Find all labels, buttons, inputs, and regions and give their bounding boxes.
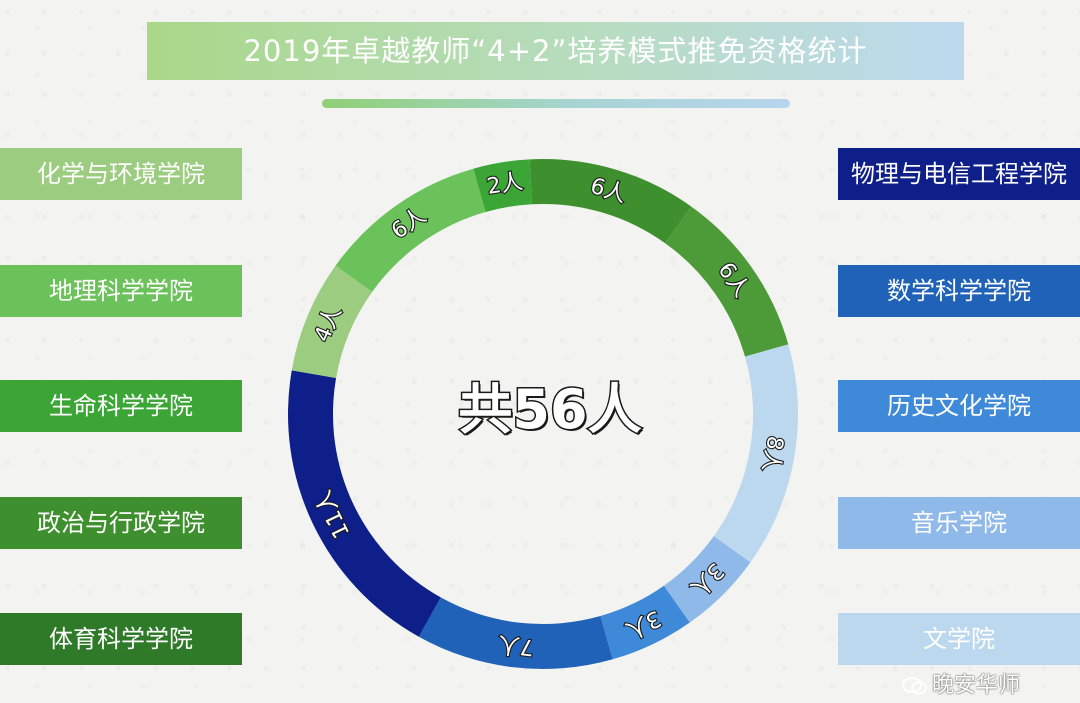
legend-item-sports: 体育科学学院 — [0, 613, 242, 665]
legend-item-music: 音乐学院 — [838, 497, 1080, 549]
legend-item-geography: 地理科学学院 — [0, 265, 242, 317]
total-count: 共56人 — [457, 377, 643, 443]
wechat-icon — [902, 677, 927, 695]
donut-slice-6 — [418, 597, 613, 669]
donut-slice-2 — [665, 206, 789, 357]
chart-title: 2019年卓越教师“4+2”培养模式推免资格统计 — [147, 22, 964, 80]
slice-label-3: 8人 — [757, 434, 788, 474]
watermark: 晚安华师 — [902, 672, 1020, 700]
legend-item-math: 数学科学学院 — [838, 265, 1080, 317]
watermark-text: 晚安华师 — [932, 673, 1021, 698]
legend-item-literature: 文学院 — [838, 613, 1080, 665]
donut-slice-8 — [291, 265, 373, 379]
legend-item-chemistry: 化学与环境学院 — [0, 148, 242, 200]
donut-slice-1 — [529, 159, 692, 244]
donut-slice-7 — [288, 370, 441, 637]
donut-slice-3 — [713, 344, 798, 563]
legend-item-life-science: 生命科学学院 — [0, 380, 242, 432]
slice-label-6: 7人 — [497, 630, 536, 659]
donut-slice-10 — [473, 159, 533, 212]
donut-slices — [288, 159, 798, 669]
legend-item-physics: 物理与电信工程学院 — [838, 148, 1080, 200]
donut-slice-9 — [335, 168, 486, 292]
legend-item-politics: 政治与行政学院 — [0, 497, 242, 549]
title-underline — [322, 99, 790, 108]
legend-item-history: 历史文化学院 — [838, 380, 1080, 432]
donut-slice-4 — [663, 536, 751, 623]
donut-slice-5 — [600, 585, 690, 660]
